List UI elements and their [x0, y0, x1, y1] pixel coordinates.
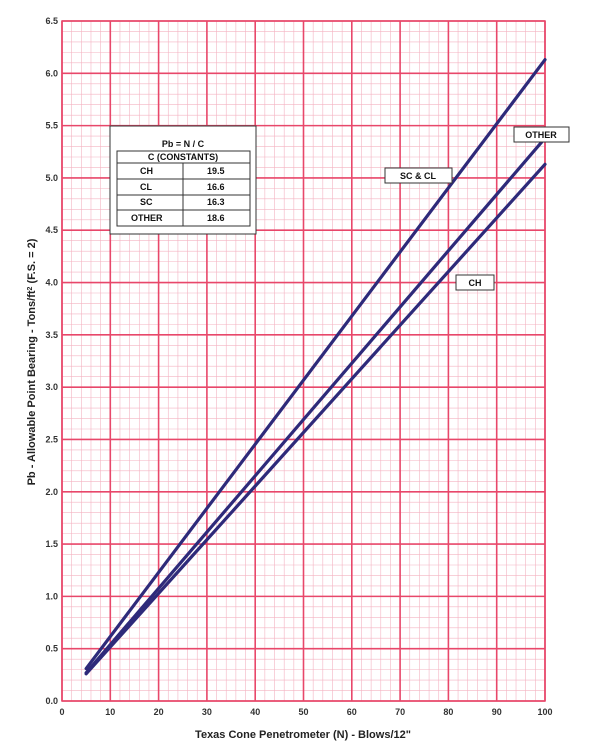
- y-tick-labels: 0.0 0.5 1.0 1.5 2.0 2.5 3.0 3.5 4.0 4.5 5.0 5.5 6.0 6…: [45, 16, 58, 706]
- x-tick-label: 90: [492, 707, 502, 717]
- major-gridlines: [61, 20, 546, 702]
- x-tick-label: 20: [154, 707, 164, 717]
- x-tick-label: 70: [395, 707, 405, 717]
- series-label-sc-cl: SC & CL: [384, 167, 453, 184]
- series-label-other: OTHER: [513, 126, 570, 143]
- y-axis-title-tail: (F.S. = 2): [26, 238, 38, 286]
- y-tick-label: 2.0: [45, 487, 58, 497]
- y-tick-label: 4.5: [45, 225, 58, 235]
- y-tick-label: 3.0: [45, 382, 58, 392]
- y-axis-title: Pb - Allowable Point Bearing - Tons/ft2 …: [26, 238, 38, 485]
- y-tick-label: 1.5: [45, 539, 58, 549]
- x-axis-title: Texas Cone Penetrometer (N) - Blows/12": [195, 729, 411, 741]
- x-tick-label: 80: [443, 707, 453, 717]
- series-line-ch: [84, 162, 547, 676]
- x-tick-label: 0: [59, 707, 64, 717]
- y-tick-label: 6.0: [45, 68, 58, 78]
- x-tick-label: 10: [105, 707, 115, 717]
- y-tick-label: 3.5: [45, 330, 58, 340]
- formula-text: Pb = N / C: [162, 139, 205, 149]
- x-tick-labels: 0 10 20 30 40 50 60 70 80 90 100: [59, 707, 552, 717]
- series-label-ch-text: CH: [469, 278, 482, 288]
- table-c-other: 18.6: [207, 213, 225, 223]
- y-tick-label: 2.5: [45, 434, 58, 444]
- x-tick-label: 40: [250, 707, 260, 717]
- constants-table: Pb = N / C C (CONSTANTS) CH 19.5 CL 16.6…: [109, 125, 257, 235]
- y-tick-label: 1.0: [45, 591, 58, 601]
- series-line-sc-cl: [84, 58, 547, 671]
- x-tick-label: 60: [347, 707, 357, 717]
- table-soil-other: OTHER: [131, 213, 163, 223]
- y-tick-label: 0.5: [45, 644, 58, 654]
- table-soil-ch: CH: [140, 166, 153, 176]
- series-line-other: [84, 136, 547, 675]
- table-c-ch: 19.5: [207, 166, 225, 176]
- x-tick-label: 50: [298, 707, 308, 717]
- series-label-sc-cl-text: SC & CL: [400, 171, 437, 181]
- x-tick-label: 30: [202, 707, 212, 717]
- table-soil-cl: CL: [140, 182, 152, 192]
- series-label-other-text: OTHER: [525, 130, 557, 140]
- y-tick-label: 0.0: [45, 696, 58, 706]
- y-axis-title-sup: 2: [27, 286, 34, 290]
- x-tick-label: 100: [537, 707, 552, 717]
- table-c-sc: 16.3: [207, 197, 225, 207]
- y-tick-label: 4.0: [45, 278, 58, 288]
- series-lines: [84, 58, 547, 676]
- y-axis-title-main: Pb - Allowable Point Bearing - Tons/ft: [26, 290, 38, 485]
- table-header: C (CONSTANTS): [148, 152, 218, 162]
- series-label-ch: CH: [455, 274, 495, 291]
- y-tick-label: 6.5: [45, 16, 58, 26]
- y-tick-label: 5.0: [45, 173, 58, 183]
- table-soil-sc: SC: [140, 197, 153, 207]
- y-tick-label: 5.5: [45, 121, 58, 131]
- plot-frame: [61, 20, 546, 702]
- table-c-cl: 16.6: [207, 182, 225, 192]
